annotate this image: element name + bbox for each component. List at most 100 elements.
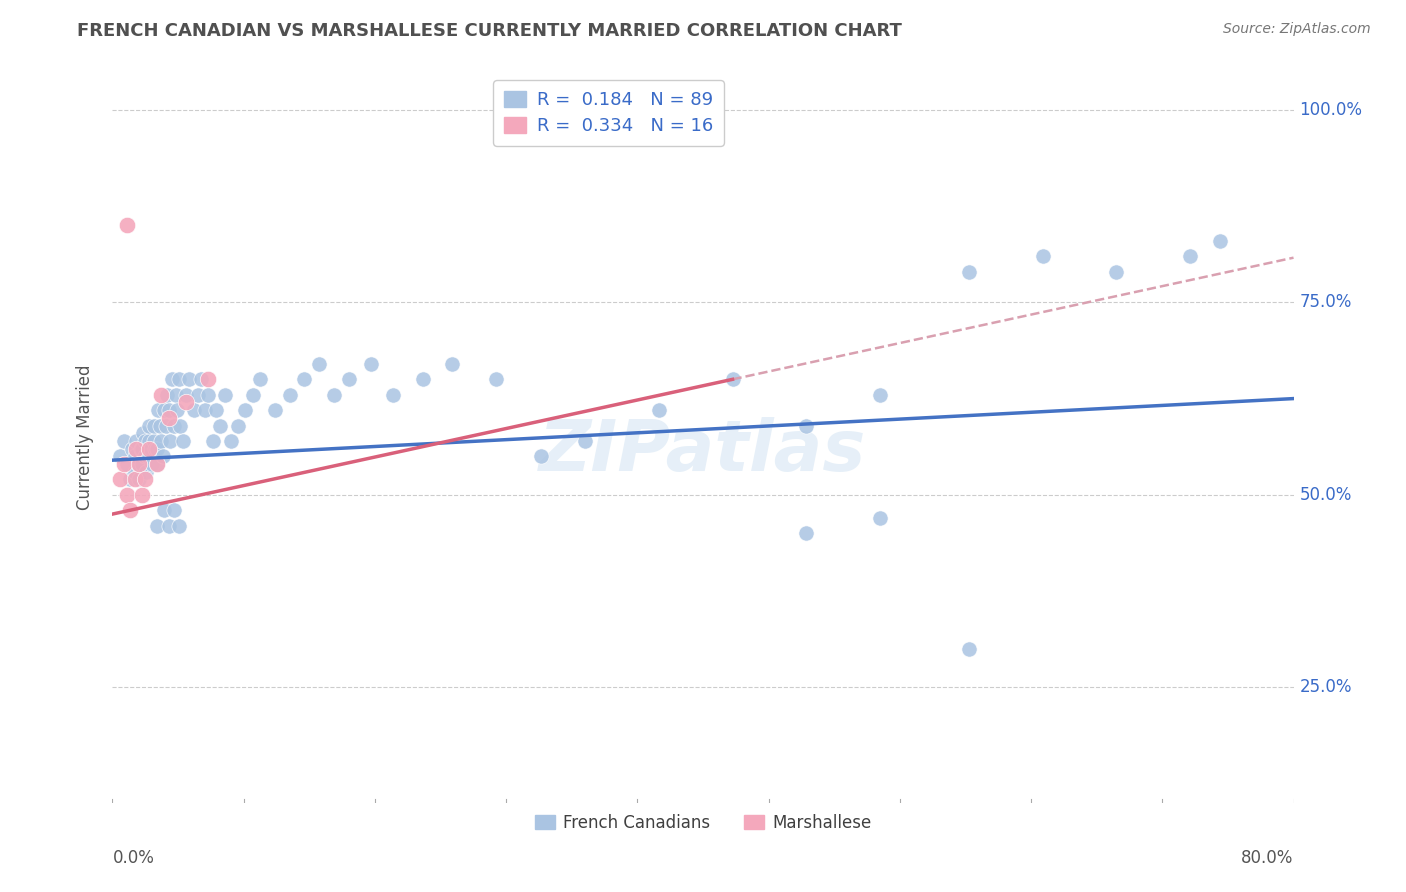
Point	[150, 388, 173, 402]
Point	[117, 488, 138, 502]
Point	[187, 388, 209, 402]
Point	[197, 372, 219, 386]
Point	[323, 388, 346, 402]
Point	[141, 457, 163, 471]
Point	[165, 388, 187, 402]
Text: ZIPatlas: ZIPatlas	[540, 417, 866, 486]
Point	[197, 388, 219, 402]
Text: 0.0%: 0.0%	[112, 849, 155, 867]
Point	[337, 372, 360, 386]
Point	[125, 434, 148, 448]
Point	[139, 442, 162, 456]
Point	[1105, 264, 1128, 278]
Point	[112, 434, 135, 448]
Point	[129, 442, 152, 456]
Point	[132, 426, 155, 441]
Point	[128, 457, 150, 471]
Point	[124, 450, 146, 464]
Point	[163, 503, 186, 517]
Point	[138, 434, 160, 448]
Legend: French Canadians, Marshallese: French Canadians, Marshallese	[529, 807, 877, 838]
Point	[308, 357, 330, 371]
Point	[201, 434, 224, 448]
Point	[869, 511, 891, 525]
Point	[869, 388, 891, 402]
Point	[112, 457, 135, 471]
Point	[146, 518, 169, 533]
Point	[169, 418, 191, 433]
Point	[160, 372, 183, 386]
Point	[485, 372, 508, 386]
Point	[142, 434, 165, 448]
Point	[214, 388, 236, 402]
Point	[146, 457, 169, 471]
Point	[125, 442, 148, 456]
Point	[153, 403, 176, 417]
Point	[131, 488, 153, 502]
Point	[143, 442, 166, 456]
Point	[131, 442, 153, 456]
Point	[167, 518, 190, 533]
Point	[138, 442, 160, 456]
Point	[957, 641, 980, 656]
Point	[146, 442, 169, 456]
Text: FRENCH CANADIAN VS MARSHALLESE CURRENTLY MARRIED CORRELATION CHART: FRENCH CANADIAN VS MARSHALLESE CURRENTLY…	[77, 22, 903, 40]
Point	[108, 472, 131, 486]
Point	[190, 372, 212, 386]
Point	[179, 372, 201, 386]
Point	[264, 403, 287, 417]
Point	[146, 457, 169, 471]
Point	[382, 388, 405, 402]
Point	[135, 465, 157, 479]
Point	[166, 403, 188, 417]
Point	[155, 418, 177, 433]
Point	[529, 450, 551, 464]
Point	[167, 372, 190, 386]
Point	[647, 403, 671, 417]
Point	[292, 372, 315, 386]
Point	[163, 418, 186, 433]
Point	[117, 457, 138, 471]
Point	[121, 442, 143, 456]
Point	[242, 388, 264, 402]
Point	[172, 434, 194, 448]
Point	[574, 434, 596, 448]
Point	[124, 465, 146, 479]
Point	[153, 503, 176, 517]
Point	[142, 418, 165, 433]
Text: Source: ZipAtlas.com: Source: ZipAtlas.com	[1223, 22, 1371, 37]
Point	[124, 472, 146, 486]
Point	[174, 395, 197, 409]
Point	[219, 434, 242, 448]
Point	[157, 403, 180, 417]
Text: 80.0%: 80.0%	[1241, 849, 1294, 867]
Point	[957, 264, 980, 278]
Point	[148, 403, 170, 417]
Point	[174, 388, 197, 402]
Point	[159, 434, 181, 448]
Point	[1032, 249, 1054, 263]
Point	[117, 219, 138, 233]
Y-axis label: Currently Married: Currently Married	[76, 364, 94, 510]
Point	[194, 403, 217, 417]
Point	[108, 450, 131, 464]
Point	[205, 403, 228, 417]
Point	[156, 388, 179, 402]
Text: 25.0%: 25.0%	[1299, 678, 1353, 697]
Point	[209, 418, 232, 433]
Point	[360, 357, 382, 371]
Point	[441, 357, 464, 371]
Point	[138, 418, 160, 433]
Point	[150, 434, 173, 448]
Point	[134, 450, 156, 464]
Point	[149, 418, 172, 433]
Point	[249, 372, 271, 386]
Text: 50.0%: 50.0%	[1299, 486, 1351, 504]
Point	[128, 472, 150, 486]
Text: 100.0%: 100.0%	[1299, 101, 1362, 119]
Point	[157, 410, 180, 425]
Point	[721, 372, 744, 386]
Point	[233, 403, 256, 417]
Point	[157, 518, 180, 533]
Point	[134, 472, 156, 486]
